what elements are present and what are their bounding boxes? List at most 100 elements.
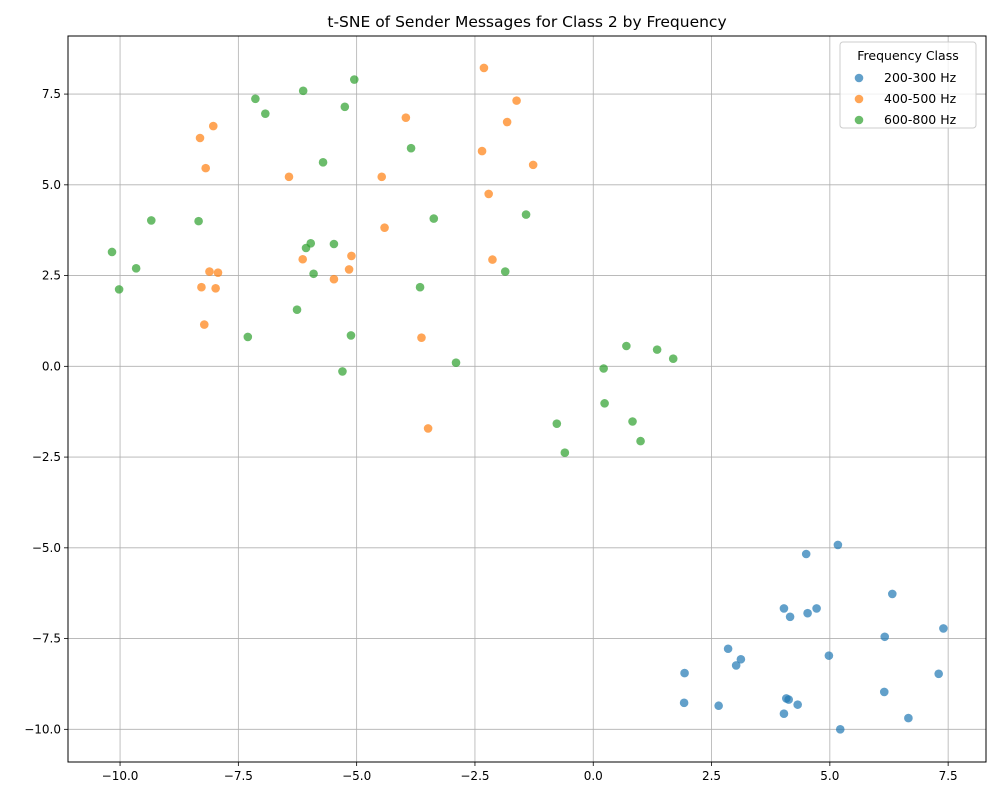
data-point bbox=[521, 210, 531, 219]
data-point bbox=[329, 274, 339, 284]
y-tick-label: −2.5 bbox=[32, 450, 61, 464]
legend-marker bbox=[854, 94, 864, 104]
plot-frame bbox=[67, 35, 987, 763]
data-point bbox=[340, 102, 350, 112]
data-point bbox=[512, 96, 521, 105]
data-point bbox=[668, 354, 678, 364]
data-point bbox=[301, 243, 311, 253]
legend: Frequency Class 200-300 Hz 400-500 Hz 600-… bbox=[839, 41, 977, 129]
x-tick-label: −2.5 bbox=[460, 769, 489, 783]
data-point bbox=[415, 282, 425, 292]
data-point bbox=[622, 341, 631, 351]
data-point bbox=[779, 709, 789, 719]
data-point bbox=[298, 86, 308, 96]
data-point bbox=[114, 285, 124, 294]
data-point bbox=[201, 163, 210, 173]
data-point bbox=[880, 632, 890, 642]
y-tick-label: 7.5 bbox=[42, 87, 61, 101]
series-2 bbox=[195, 63, 538, 433]
x-tick-label: 5.0 bbox=[820, 769, 839, 783]
data-point bbox=[835, 725, 845, 734]
data-point bbox=[479, 63, 489, 73]
legend-title: Frequency Class bbox=[857, 48, 958, 63]
data-point bbox=[318, 158, 328, 167]
data-point bbox=[349, 75, 359, 84]
data-point bbox=[261, 109, 270, 118]
data-point bbox=[736, 654, 746, 664]
y-tick-label: −5.0 bbox=[32, 541, 61, 555]
x-tick-label: 0.0 bbox=[584, 769, 603, 783]
legend-marker bbox=[854, 73, 864, 83]
data-point bbox=[213, 268, 223, 277]
data-point bbox=[824, 651, 834, 660]
x-tick-label: −5.0 bbox=[342, 769, 371, 783]
series-1 bbox=[679, 540, 948, 734]
data-point bbox=[628, 417, 637, 426]
data-point bbox=[243, 332, 253, 342]
data-point bbox=[451, 358, 461, 368]
data-point bbox=[401, 113, 411, 122]
chart-title: t-SNE of Sender Messages for Class 2 by … bbox=[327, 13, 726, 31]
data-point bbox=[131, 264, 141, 273]
y-tick-label: 5.0 bbox=[42, 178, 61, 192]
y-tick-label: 0.0 bbox=[42, 359, 61, 373]
legend-items: 200-300 Hz 400-500 Hz 600-800 Hz bbox=[854, 70, 957, 127]
data-point bbox=[338, 367, 347, 376]
data-point bbox=[714, 701, 723, 711]
x-tick-label: 2.5 bbox=[702, 769, 721, 783]
data-point bbox=[904, 713, 913, 723]
data-point bbox=[417, 333, 426, 342]
grid bbox=[68, 36, 986, 762]
data-point bbox=[779, 604, 789, 613]
data-point bbox=[195, 133, 205, 143]
data-point bbox=[680, 668, 689, 678]
x-tick-label: 7.5 bbox=[939, 769, 958, 783]
data-point bbox=[107, 247, 117, 257]
data-point bbox=[199, 320, 209, 329]
data-point bbox=[560, 448, 570, 458]
legend-box bbox=[839, 41, 977, 129]
data-point bbox=[251, 94, 260, 104]
data-point bbox=[380, 223, 389, 232]
data-point bbox=[934, 669, 943, 679]
data-point bbox=[731, 661, 741, 670]
data-point bbox=[346, 331, 356, 340]
data-point bbox=[484, 189, 493, 199]
legend-label: 200-300 Hz bbox=[884, 70, 957, 85]
data-point bbox=[377, 172, 387, 182]
data-point bbox=[636, 436, 645, 446]
data-point bbox=[888, 589, 897, 599]
data-point bbox=[652, 345, 662, 354]
axis-ticks: −10.0 −7.5 −5.0 −2.5 0.0 2.5 5.0 7.5 −10.0 −7.5 −5… bbox=[24, 87, 957, 783]
y-tick-label: −7.5 bbox=[32, 632, 61, 646]
data-point bbox=[194, 216, 203, 226]
data-point bbox=[429, 214, 439, 223]
data-point bbox=[298, 254, 308, 264]
data-point bbox=[488, 255, 497, 264]
x-tick-label: −10.0 bbox=[102, 769, 139, 783]
data-point bbox=[477, 146, 487, 156]
data-point bbox=[208, 121, 218, 131]
legend-label: 600-800 Hz bbox=[884, 112, 957, 127]
legend-marker bbox=[854, 115, 864, 125]
data-point bbox=[500, 267, 510, 276]
y-tick-label: −10.0 bbox=[24, 722, 61, 736]
legend-label: 400-500 Hz bbox=[884, 91, 957, 106]
data-point bbox=[600, 399, 609, 408]
y-tick-label: 2.5 bbox=[42, 269, 61, 283]
data-points bbox=[107, 63, 948, 734]
data-point bbox=[502, 117, 512, 127]
data-point bbox=[679, 698, 689, 708]
data-point bbox=[197, 282, 206, 292]
data-point bbox=[329, 239, 339, 249]
data-point bbox=[812, 604, 821, 613]
series-3 bbox=[107, 75, 678, 458]
data-point bbox=[423, 424, 433, 433]
data-point bbox=[803, 608, 812, 618]
data-point bbox=[309, 269, 318, 279]
data-point bbox=[528, 160, 538, 170]
x-tick-label: −7.5 bbox=[224, 769, 253, 783]
data-point bbox=[344, 265, 354, 274]
data-point bbox=[833, 540, 843, 550]
